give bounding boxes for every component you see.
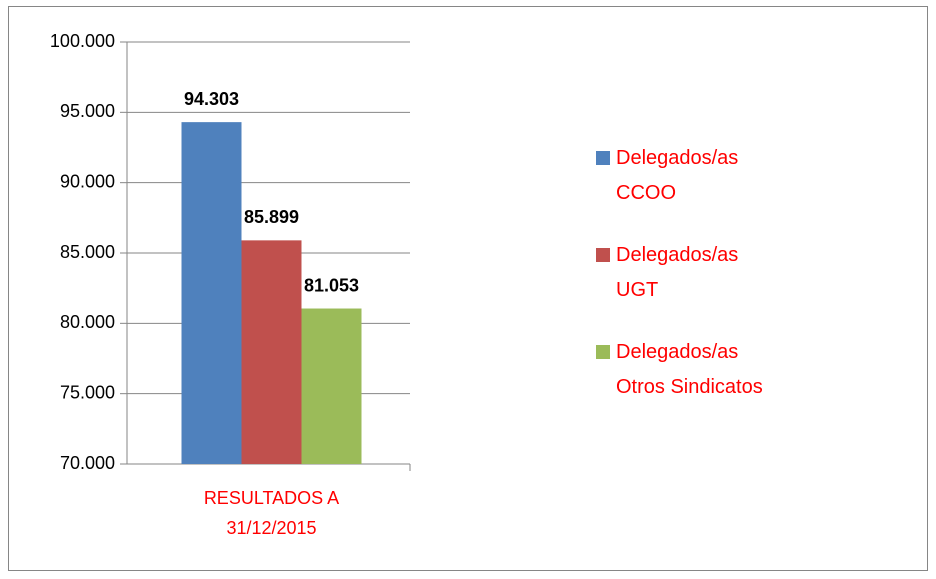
bar [181, 122, 242, 464]
x-tick-label: RESULTADOS A 31/12/2015 [203, 488, 340, 538]
legend-label: Delegados/as Otros Sindicatos [616, 341, 763, 398]
y-tick-label: 85.000 [60, 242, 115, 262]
chart-border [8, 6, 928, 571]
y-tick-label: 80.000 [60, 312, 115, 332]
y-tick-label: 95.000 [60, 101, 115, 121]
y-tick-label: 70.000 [60, 453, 115, 473]
y-tick-label: 90.000 [60, 171, 115, 191]
data-label: 94.303 [184, 89, 239, 109]
bar [241, 240, 302, 464]
y-tick-label: 75.000 [60, 382, 115, 402]
legend-label: Delegados/as CCOO [616, 147, 739, 204]
y-tick-label: 100.000 [50, 31, 115, 51]
bar [301, 308, 362, 464]
legend-swatch [596, 248, 610, 262]
data-label: 85.899 [244, 207, 299, 227]
data-label: 81.053 [304, 275, 359, 295]
legend-swatch [596, 151, 610, 165]
legend-label: Delegados/as UGT [616, 244, 739, 301]
legend-swatch [596, 345, 610, 359]
